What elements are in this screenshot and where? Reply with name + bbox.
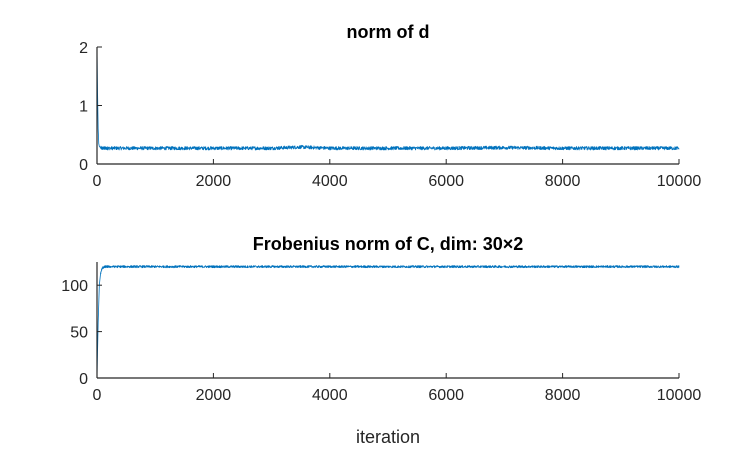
- x-tick-label: 4000: [312, 173, 348, 190]
- y-ticks: 0 1 2: [79, 40, 102, 174]
- x-ticks: 0 2000 4000 6000 8000 10000: [93, 373, 702, 404]
- chart-title-frobenius-norm: Frobenius norm of C, dim: 30×2: [253, 234, 524, 254]
- x-tick-label: 6000: [428, 387, 464, 404]
- x-tick-label: 4000: [312, 387, 348, 404]
- x-ticks: 0 2000 4000 6000 8000 10000: [93, 159, 702, 190]
- y-tick-label: 100: [61, 278, 88, 295]
- series-group: [96, 265, 680, 379]
- x-tick-label: 6000: [428, 173, 464, 190]
- chart-title-norm-of-d: norm of d: [347, 22, 430, 42]
- series-group: [96, 46, 680, 151]
- y-tick-label: 50: [70, 325, 88, 342]
- y-ticks: 0 50 100: [61, 278, 102, 388]
- x-tick-label: 8000: [545, 387, 581, 404]
- series-line: [96, 265, 680, 379]
- subplot-frobenius-norm: Frobenius norm of C, dim: 30×2 0 2000 4000…: [61, 234, 701, 447]
- x-tick-label: 0: [93, 387, 102, 404]
- y-tick-label: 0: [79, 371, 88, 388]
- x-tick-label: 8000: [545, 173, 581, 190]
- x-tick-label: 2000: [196, 173, 232, 190]
- x-axis-label: iteration: [356, 427, 420, 447]
- series-line: [96, 46, 680, 151]
- x-tick-label: 10000: [657, 387, 702, 404]
- x-tick-label: 2000: [196, 387, 232, 404]
- y-tick-label: 1: [79, 99, 88, 116]
- x-tick-label: 0: [93, 173, 102, 190]
- y-tick-label: 0: [79, 157, 88, 174]
- y-tick-label: 2: [79, 40, 88, 57]
- x-tick-label: 10000: [657, 173, 702, 190]
- subplot-norm-of-d: norm of d 0 2000 4000 6000 8000 10000 0 1 2: [79, 22, 701, 190]
